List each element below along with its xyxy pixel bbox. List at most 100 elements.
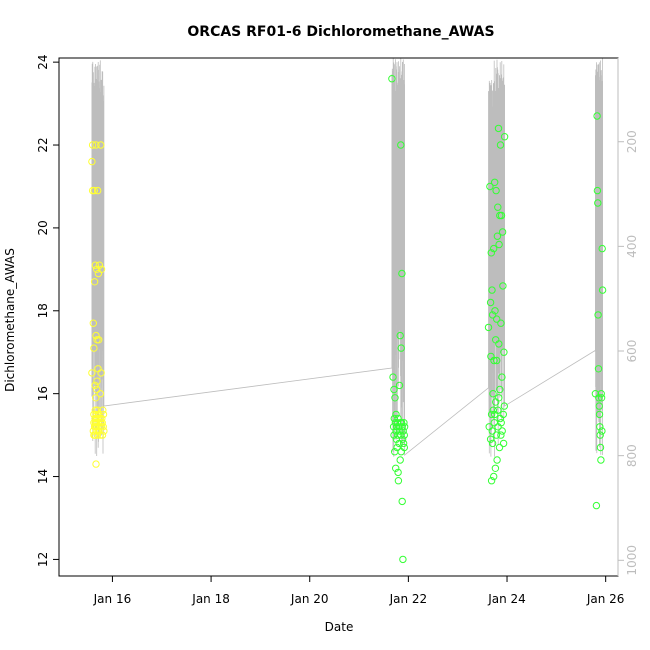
data-point bbox=[92, 460, 100, 468]
y-tick-label: 24 bbox=[36, 55, 50, 70]
data-point bbox=[493, 456, 501, 464]
data-point bbox=[400, 419, 408, 427]
data-point bbox=[488, 427, 496, 435]
data-point bbox=[88, 369, 96, 377]
x-tick-label: Jan 22 bbox=[389, 592, 428, 606]
secondary-y-tick-label: 200 bbox=[625, 130, 639, 153]
data-point bbox=[487, 249, 495, 257]
data-point bbox=[388, 75, 396, 83]
data-point bbox=[490, 419, 498, 427]
secondary-y-tick-label: 600 bbox=[625, 340, 639, 363]
x-tick-label: Jan 26 bbox=[586, 592, 625, 606]
x-tick-label: Jan 18 bbox=[191, 592, 230, 606]
data-point bbox=[494, 406, 502, 414]
data-point bbox=[396, 456, 404, 464]
data-point bbox=[395, 381, 404, 390]
data-point bbox=[491, 307, 499, 315]
data-point bbox=[497, 211, 506, 220]
data-point bbox=[499, 410, 507, 419]
data-point bbox=[95, 336, 103, 344]
data-point bbox=[397, 431, 405, 439]
data-point bbox=[99, 410, 108, 419]
data-point bbox=[397, 344, 405, 352]
data-point bbox=[91, 381, 99, 390]
data-point bbox=[488, 311, 497, 319]
data-point bbox=[495, 443, 504, 452]
data-point bbox=[594, 311, 602, 319]
data-point bbox=[392, 410, 400, 419]
data-point bbox=[396, 427, 404, 435]
data-point bbox=[97, 265, 106, 273]
data-point bbox=[496, 141, 505, 149]
data-point bbox=[99, 423, 107, 431]
data-point bbox=[90, 278, 99, 286]
data-point bbox=[495, 394, 503, 402]
data-point bbox=[97, 369, 105, 377]
data-point bbox=[100, 427, 108, 435]
data-point bbox=[484, 323, 493, 332]
data-point bbox=[400, 443, 408, 452]
data-point bbox=[98, 419, 106, 427]
data-point bbox=[491, 178, 499, 187]
y-tick-label: 18 bbox=[36, 303, 50, 318]
data-point bbox=[500, 133, 509, 141]
data-point bbox=[398, 435, 407, 443]
flight-track-lines bbox=[91, 57, 603, 457]
x-tick-label: Jan 16 bbox=[93, 592, 132, 606]
data-point bbox=[400, 431, 408, 439]
data-point bbox=[96, 431, 104, 439]
data-point bbox=[91, 261, 100, 269]
data-point bbox=[596, 423, 604, 431]
data-point bbox=[398, 497, 406, 506]
data-point bbox=[99, 406, 107, 414]
data-point bbox=[492, 431, 501, 439]
data-point bbox=[394, 477, 403, 485]
data-point bbox=[398, 423, 406, 431]
data-point bbox=[399, 427, 407, 435]
data-point bbox=[90, 344, 98, 352]
data-point bbox=[497, 419, 505, 427]
data-point bbox=[391, 394, 399, 402]
data-point bbox=[497, 431, 505, 439]
data-point bbox=[598, 427, 606, 435]
data-point bbox=[94, 186, 102, 195]
secondary-y-tick-label: 800 bbox=[625, 444, 639, 467]
x-tick-label: Jan 24 bbox=[487, 592, 526, 606]
data-point bbox=[494, 124, 503, 133]
data-point bbox=[98, 414, 106, 423]
altitude-trace bbox=[91, 57, 603, 457]
data-point bbox=[490, 244, 498, 253]
data-point bbox=[400, 423, 409, 431]
x-tick-label: Jan 20 bbox=[290, 592, 329, 606]
data-point bbox=[396, 331, 404, 340]
data-point bbox=[500, 402, 508, 410]
data-point bbox=[498, 427, 506, 435]
data-point bbox=[498, 373, 506, 381]
data-point bbox=[88, 157, 96, 166]
data-point bbox=[93, 377, 101, 385]
data-point bbox=[594, 365, 603, 373]
data-point bbox=[489, 390, 497, 398]
data-point bbox=[593, 112, 601, 120]
secondary-y-tick-label: 1000 bbox=[625, 545, 639, 576]
data-point bbox=[490, 472, 498, 481]
data-point bbox=[489, 406, 497, 414]
data-point bbox=[492, 186, 500, 195]
y-tick-label: 20 bbox=[36, 220, 50, 235]
data-point bbox=[92, 394, 100, 402]
x-axis-label: Date bbox=[325, 620, 354, 634]
data-point bbox=[499, 439, 508, 448]
data-point bbox=[93, 385, 101, 394]
data-point bbox=[97, 141, 105, 149]
data-point bbox=[498, 228, 507, 236]
data-point bbox=[592, 501, 601, 510]
data-points bbox=[88, 75, 607, 564]
data-point bbox=[598, 286, 607, 294]
data-point bbox=[488, 286, 496, 294]
data-point bbox=[488, 439, 497, 448]
data-point bbox=[93, 431, 102, 439]
data-point bbox=[389, 423, 398, 431]
data-point bbox=[594, 199, 602, 207]
data-point bbox=[598, 244, 606, 253]
